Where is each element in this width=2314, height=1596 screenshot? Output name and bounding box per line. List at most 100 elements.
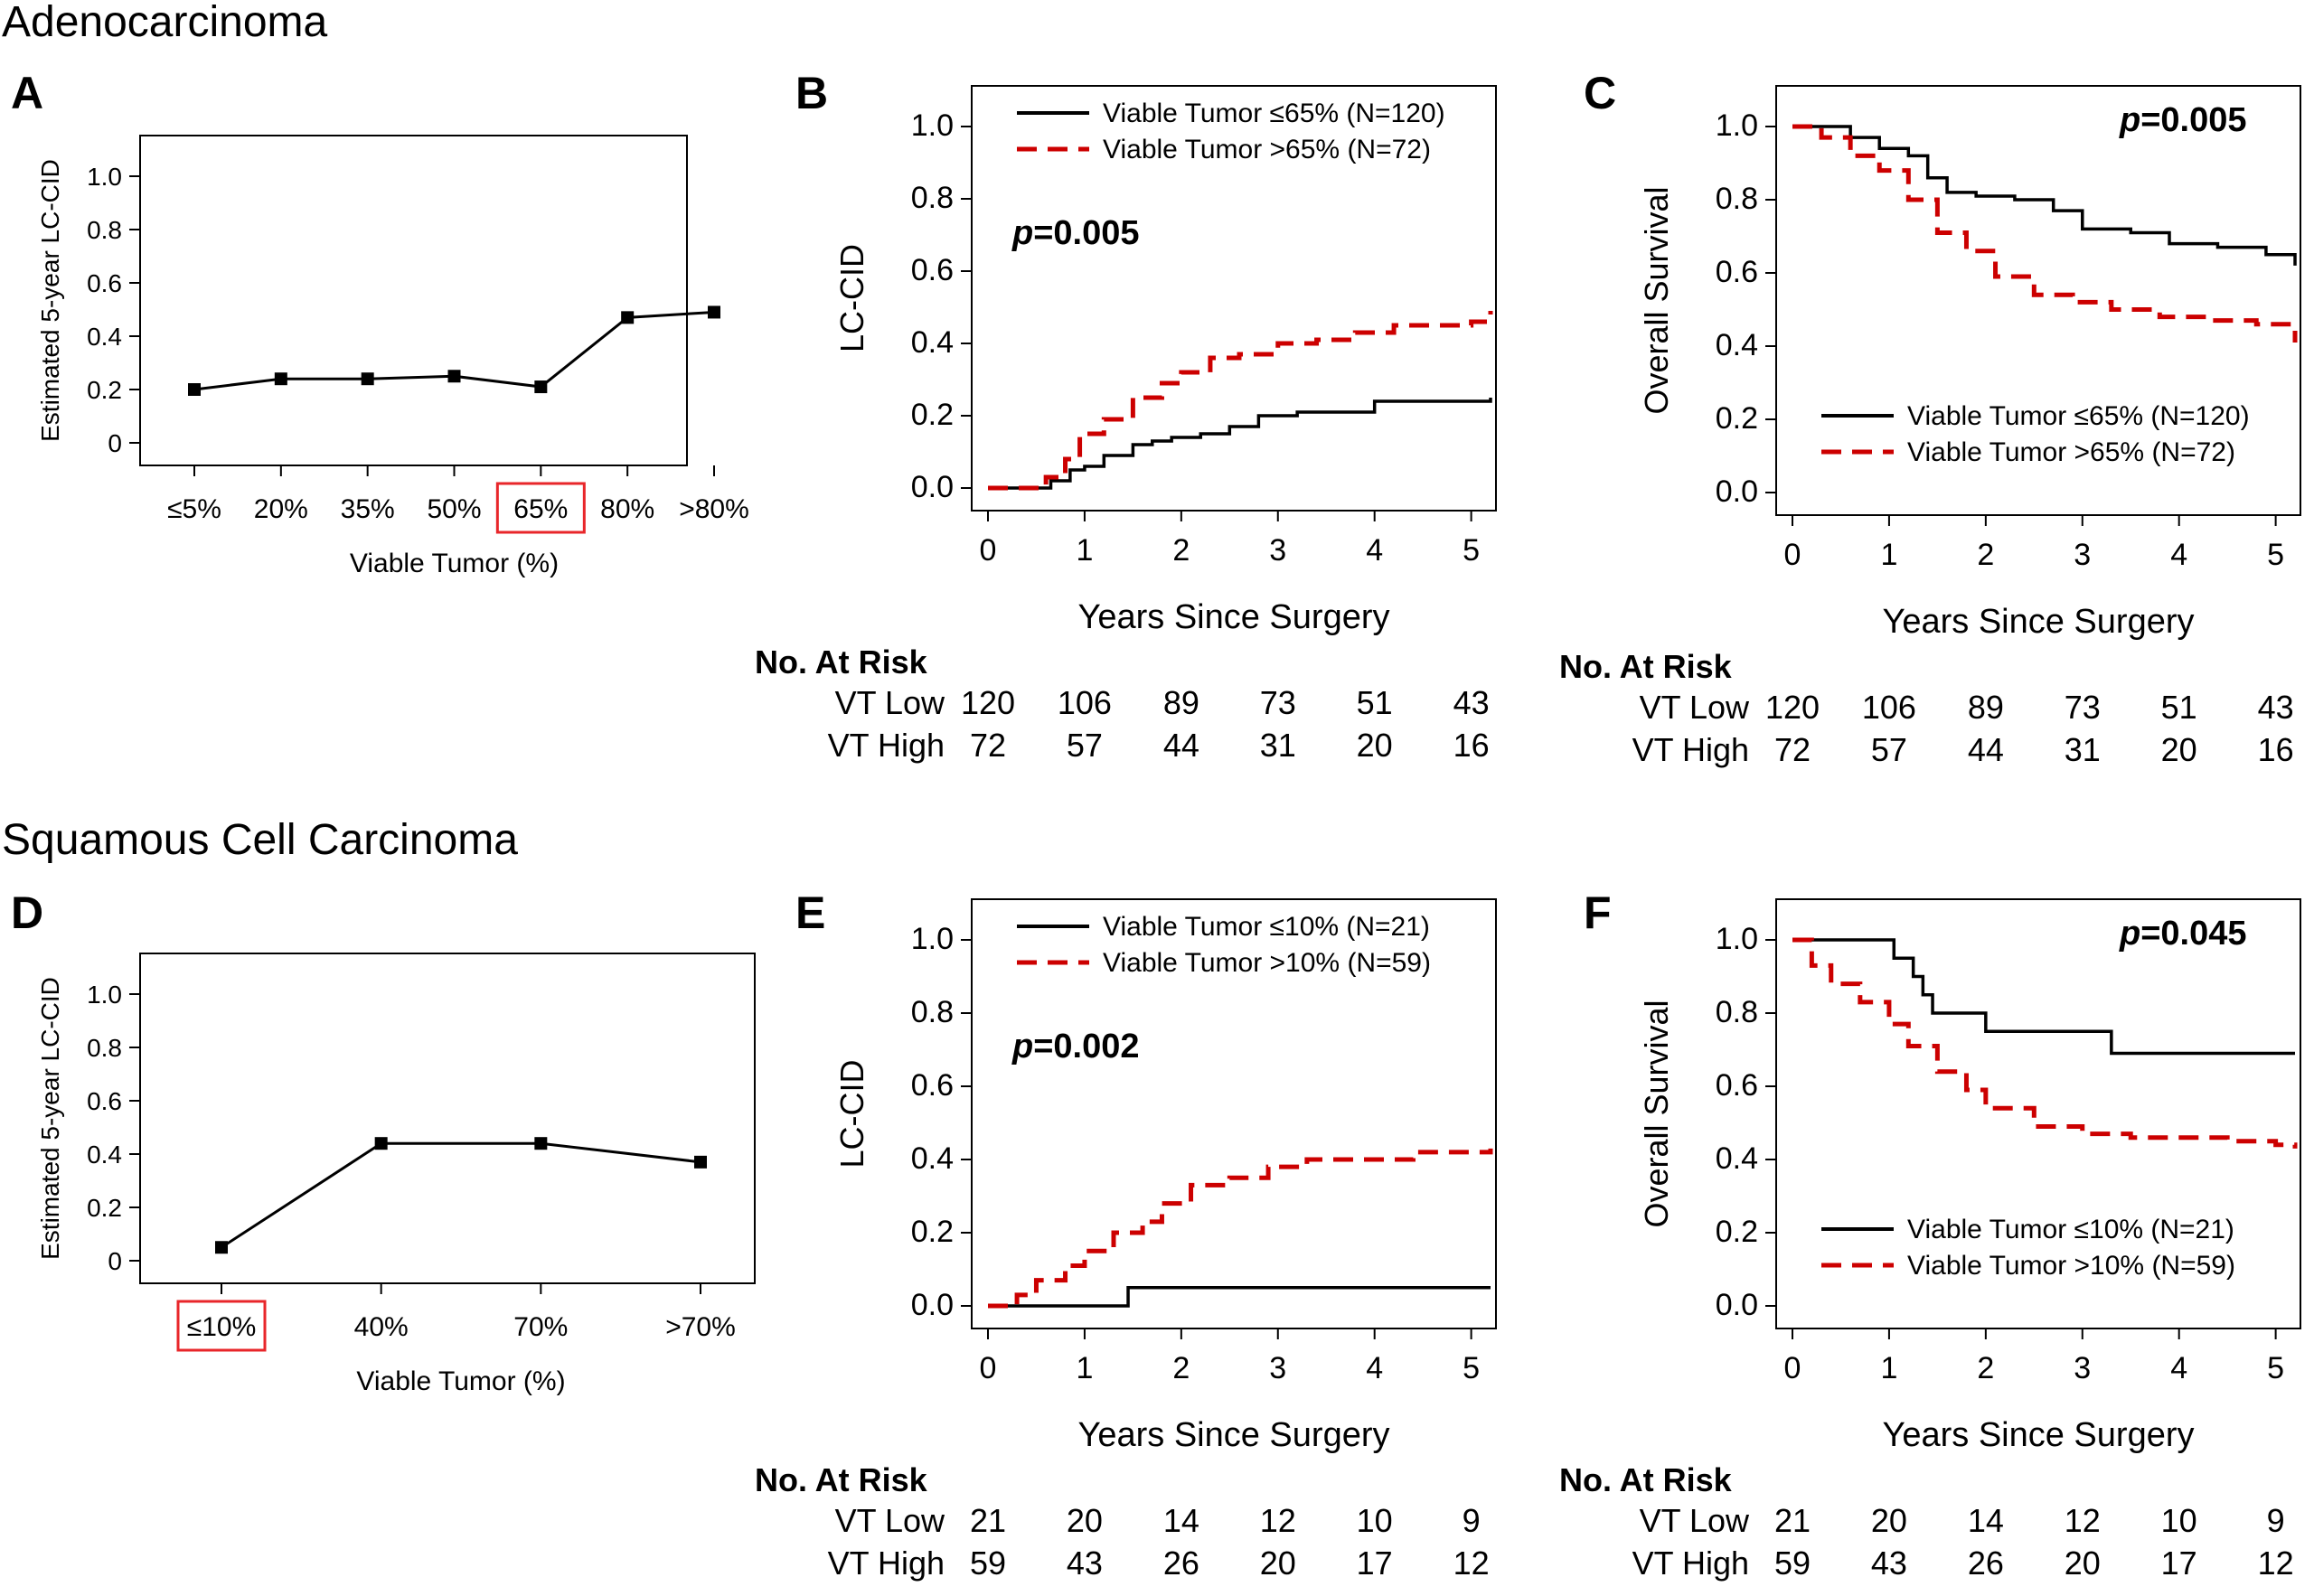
risk-value: 43 [2258, 689, 2294, 726]
risk-value: 20 [2065, 1544, 2101, 1582]
risk-value: 51 [2161, 689, 2197, 726]
risk-row-label: VT High [828, 727, 945, 764]
y-tick-label: 1.0 [87, 981, 122, 1009]
x-tick-label: 5 [1463, 533, 1480, 568]
x-tick-label: 0 [980, 1351, 997, 1385]
y-tick-label: 0.6 [1716, 255, 1758, 289]
risk-value: 17 [2161, 1544, 2197, 1582]
x-tick-label: 5 [2267, 538, 2284, 572]
y-tick-label: 0.6 [911, 1068, 954, 1103]
p-value: p=0.005 [1011, 214, 1140, 252]
panel-b: 0.0 0.2 0.4 0.6 0.8 1.0 LC-CID 0 1 2 3 4 5 Years Sinc… [833, 85, 1497, 636]
panel-letter-c: C [1584, 68, 1616, 118]
x-tick-label: 20% [254, 494, 308, 524]
p-value-prefix: p [2119, 101, 2140, 139]
x-tick-label: 2 [1977, 1351, 1994, 1385]
series-line-high [1792, 124, 2298, 343]
data-point [447, 370, 461, 383]
risk-row-label: VT Low [835, 684, 945, 721]
x-tick-label: 5 [2267, 1351, 2284, 1385]
y-axis-label: LC-CID [833, 1059, 870, 1168]
risk-value: 20 [1067, 1502, 1103, 1539]
risk-value: 26 [1163, 1544, 1199, 1582]
y-axis-label: Overall Survival [1638, 1000, 1675, 1227]
risk-table-c: No. At Risk VT Low 120 106 89 73 51 43 VT High 72… [1559, 648, 2294, 768]
risk-value: 120 [1765, 689, 1820, 726]
p-value: p=0.005 [2119, 101, 2247, 139]
series-line-low [988, 1286, 1491, 1308]
series-line-high [1792, 937, 2298, 1149]
y-axis-label: Estimated 5-year LC-CID [36, 977, 64, 1260]
x-axis-label: Viable Tumor (%) [350, 549, 559, 578]
series-line-low [1792, 938, 2295, 1056]
risk-row-label: VT High [1632, 731, 1749, 768]
plot-frame [971, 898, 1497, 1329]
y-axis-label: Estimated 5-year LC-CID [36, 159, 64, 442]
y-tick-label: 0.2 [1716, 401, 1758, 436]
p-value-prefix: p [2119, 915, 2140, 953]
data-point [534, 1137, 548, 1150]
highlight-box [176, 1300, 267, 1352]
risk-value: 72 [1774, 731, 1811, 768]
risk-value: 89 [1968, 689, 2004, 726]
risk-value: 72 [970, 727, 1006, 764]
x-tick-label: 1 [1076, 1351, 1093, 1385]
x-tick-label: 1 [1880, 538, 1897, 572]
risk-value: 17 [1357, 1544, 1393, 1582]
risk-value: 73 [2065, 689, 2101, 726]
y-tick-label: 0.6 [87, 1087, 122, 1115]
x-tick-label: 1 [1880, 1351, 1897, 1385]
x-axis-label: Viable Tumor (%) [356, 1366, 565, 1396]
risk-value: 43 [1067, 1544, 1103, 1582]
y-tick-label: 0.8 [1716, 995, 1758, 1029]
panel-letter-f: F [1584, 887, 1612, 938]
y-tick-label: 0.0 [911, 1288, 954, 1322]
data-point [374, 1137, 388, 1150]
risk-value: 12 [1260, 1502, 1296, 1539]
risk-value: 106 [1862, 689, 1916, 726]
risk-table-header: No. At Risk [1559, 648, 1733, 685]
risk-value: 21 [970, 1502, 1006, 1539]
x-tick-label: 4 [2170, 1351, 2187, 1385]
y-tick-label: 1.0 [1716, 922, 1758, 956]
data-point [694, 1155, 707, 1169]
y-axis-label: LC-CID [833, 244, 870, 352]
x-tick-label: 2 [1172, 533, 1190, 568]
p-value-prefix: p [1011, 214, 1033, 252]
y-tick-label: 0.4 [911, 325, 954, 360]
plot-frame [139, 135, 688, 466]
y-tick-label: 1.0 [911, 108, 954, 143]
plot-frame [139, 953, 756, 1284]
panel-d: 0 0.2 0.4 0.6 0.8 1.0 Estimated 5-year LC-CID ≤… [36, 953, 756, 1396]
x-tick-label: 2 [1172, 1351, 1190, 1385]
highlight-box [495, 482, 586, 534]
y-tick-label: 1.0 [1716, 108, 1758, 143]
x-tick-label: 50% [427, 494, 481, 524]
y-tick-label: 0.2 [911, 1215, 954, 1249]
risk-value: 31 [1260, 727, 1296, 764]
x-tick-label: 5 [1463, 1351, 1480, 1385]
y-tick-label: 0.8 [911, 995, 954, 1029]
x-tick-label: 4 [2170, 538, 2187, 572]
risk-value: 51 [1357, 684, 1393, 721]
x-axis-label: Years Since Surgery [1882, 603, 2194, 641]
x-tick-label: 4 [1366, 1351, 1383, 1385]
y-tick-label: 0.6 [87, 269, 122, 297]
risk-value: 20 [1871, 1502, 1907, 1539]
p-value-prefix: p [1011, 1028, 1033, 1066]
p-value-number: =0.005 [2140, 101, 2246, 139]
y-tick-label: 0.4 [911, 1141, 954, 1176]
legend-label: Viable Tumor >10% (N=59) [1103, 948, 1431, 978]
risk-value: 73 [1260, 684, 1296, 721]
y-tick-label: 0.8 [1716, 182, 1758, 216]
y-tick-label: 0 [108, 429, 122, 457]
y-tick-label: 0.2 [87, 1194, 122, 1222]
risk-value: 57 [1067, 727, 1103, 764]
y-tick-label: 1.0 [87, 163, 122, 191]
risk-row-label: VT Low [835, 1502, 945, 1539]
panel-a: 0 0.2 0.4 0.6 0.8 1.0 Estimated 5-year LC-CID ≤… [36, 135, 749, 578]
x-tick-label: 35% [341, 494, 395, 524]
x-tick-label: >70% [665, 1312, 736, 1342]
series-line-high [988, 311, 1493, 491]
